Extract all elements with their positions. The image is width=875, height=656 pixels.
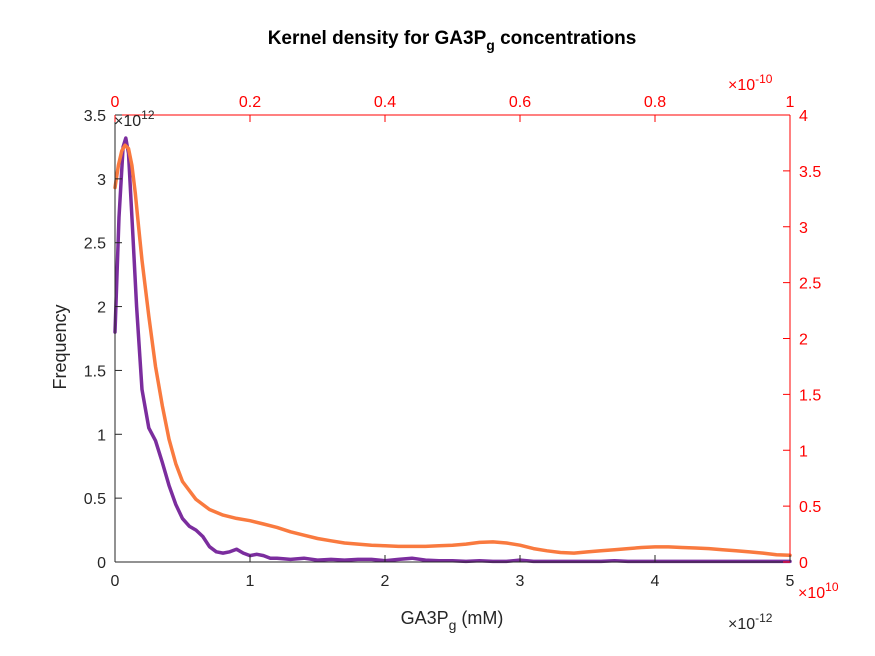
x-bottom-tick-label: 4 (651, 573, 660, 590)
series-line-bottom-left (113, 136, 792, 564)
y-right-exponent-label: ×1010 (798, 580, 839, 602)
y-left-tick-label: 2.5 (84, 236, 106, 253)
x-bottom-exponent-label: ×10-12 (728, 611, 773, 633)
y-right-tick-label: 0 (799, 555, 808, 572)
x-bottom-tick-label: 5 (786, 573, 795, 590)
x-top-tick-label: 0.2 (239, 94, 261, 111)
x-top-exponent-label: ×10-10 (728, 72, 773, 94)
x-top-tick-label: 0.6 (509, 94, 531, 111)
x-bottom-tick-label: 3 (516, 573, 525, 590)
y-right-tick-label: 2.5 (799, 276, 821, 293)
x-bottom-tick-label: 0 (111, 573, 120, 590)
y-left-tick-label: 1.5 (84, 363, 106, 380)
x-axis-label: GA3Pg (mM) (401, 608, 504, 633)
y-right-tick-label: 3 (799, 220, 808, 237)
y-right-tick-label: 1 (799, 443, 808, 460)
y-axis-label: Frequency (50, 304, 70, 389)
x-bottom-tick-label: 1 (246, 573, 255, 590)
y-right-tick-label: 4 (799, 108, 808, 125)
x-top-tick-label: 0 (111, 94, 120, 111)
series-line-top-right (113, 143, 792, 558)
y-left-tick-label: 3.5 (84, 108, 106, 125)
x-bottom-tick-label: 2 (381, 573, 390, 590)
y-left-tick-label: 0.5 (84, 491, 106, 508)
y-left-tick-label: 2 (97, 300, 106, 317)
plot-area (113, 136, 792, 564)
y-left-tick-label: 1 (97, 427, 106, 444)
x-top-tick-label: 0.8 (644, 94, 666, 111)
y-right-tick-label: 0.5 (799, 499, 821, 516)
chart-title: Kernel density for GA3Pg concentrations (268, 28, 637, 53)
y-right-tick-label: 1.5 (799, 387, 821, 404)
y-right-tick-label: 3.5 (799, 164, 821, 181)
y-left-tick-label: 3 (97, 172, 106, 189)
x-top-tick-label: 0.4 (374, 94, 396, 111)
y-left-tick-label: 0 (97, 555, 106, 572)
y-left-exponent-label: ×1012 (114, 108, 155, 130)
x-top-tick-label: 1 (786, 94, 795, 111)
y-right-tick-label: 2 (799, 332, 808, 349)
axes: 0 1 2 3 4 500.511.522.533.50 0.2 0.4 0.6 0.8 100.5… (84, 94, 822, 590)
